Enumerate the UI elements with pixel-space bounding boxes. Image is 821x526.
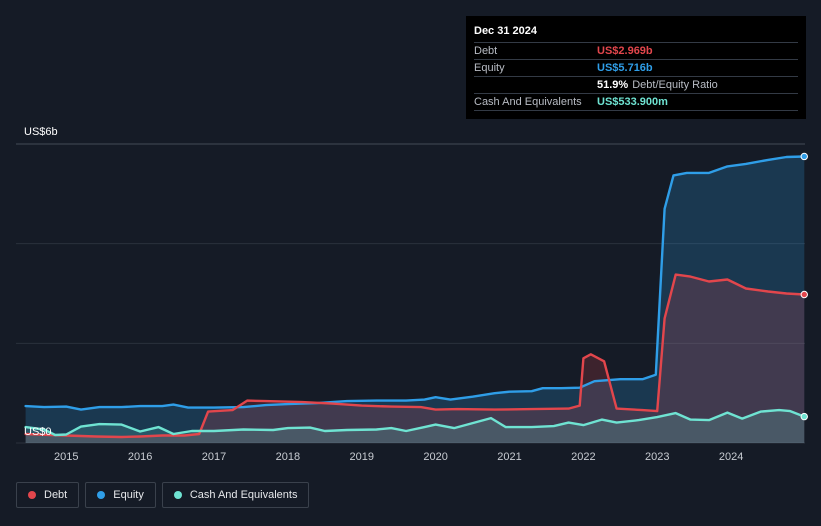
y-axis-bottom-label: US$0 (24, 426, 52, 438)
tooltip-label: Debt (474, 45, 498, 57)
endpoint-equity (800, 152, 808, 161)
tooltip-panel: Dec 31 2024 Debt US$2.969b Equity US$5.7… (466, 16, 806, 119)
tooltip-row-debt: Debt US$2.969b (474, 43, 798, 60)
x-tick-label: 2020 (423, 451, 447, 463)
x-tick-label: 2022 (571, 451, 595, 463)
legend-item-equity[interactable]: Equity (85, 482, 156, 508)
area-cash-and-equivalents (25, 410, 805, 443)
legend-label: Cash And Equivalents (189, 489, 298, 501)
legend-dot-icon (28, 491, 36, 499)
legend-item-cash[interactable]: Cash And Equivalents (161, 482, 310, 508)
tooltip-ratio-suffix: Debt/Equity Ratio (632, 79, 718, 91)
chart-areas (25, 156, 805, 443)
legend-dot-icon (97, 491, 106, 499)
x-axis-ticks: 2015 2016 2017 2018 2019 2020 2021 2022 2023 2024 (54, 451, 743, 463)
tooltip-row-equity: Equity US$5.716b (474, 60, 798, 77)
endpoint-debt (800, 290, 808, 299)
x-tick-label: 2019 (349, 451, 373, 463)
tooltip-label: Equity (474, 62, 505, 74)
line-equity (24, 155, 806, 411)
y-axis-top-label: US$6b (24, 126, 58, 138)
line-debt (24, 273, 806, 439)
tooltip-value-equity: US$5.716b (597, 62, 653, 74)
tooltip-row-ratio: 51.9% Debt/Equity Ratio (474, 77, 798, 94)
tooltip-value-cash: US$533.900m (597, 96, 668, 108)
chart-grid (16, 143, 805, 444)
tooltip-value-debt: US$2.969b (597, 45, 653, 57)
x-tick-label: 2023 (645, 451, 669, 463)
legend-item-debt[interactable]: Debt (16, 482, 80, 508)
line-cash-and-equivalents (24, 408, 806, 437)
x-tick-label: 2018 (276, 451, 300, 463)
x-tick-label: 2017 (202, 451, 226, 463)
area-debt (25, 274, 805, 443)
legend-dot-icon (173, 491, 182, 499)
x-tick-label: 2021 (497, 451, 521, 463)
legend-label: Equity (113, 489, 144, 501)
legend-label: Debt (44, 489, 68, 501)
chart-legend: Debt Equity Cash And Equivalents (16, 482, 310, 508)
tooltip-value-ratio: 51.9% (597, 79, 629, 91)
x-tick-label: 2015 (54, 451, 78, 463)
chart-endpoints (800, 152, 808, 421)
area-equity (25, 156, 805, 443)
chart-lines (24, 155, 806, 439)
tooltip-row-cash: Cash And Equivalents US$533.900m (474, 94, 798, 111)
tooltip-date: Dec 31 2024 (474, 24, 798, 43)
tooltip-label (474, 77, 597, 93)
x-tick-label: 2024 (719, 451, 743, 463)
x-tick-label: 2016 (128, 451, 152, 463)
tooltip-label: Cash And Equivalents (474, 96, 582, 108)
endpoint-cash-and-equivalents (800, 412, 808, 421)
